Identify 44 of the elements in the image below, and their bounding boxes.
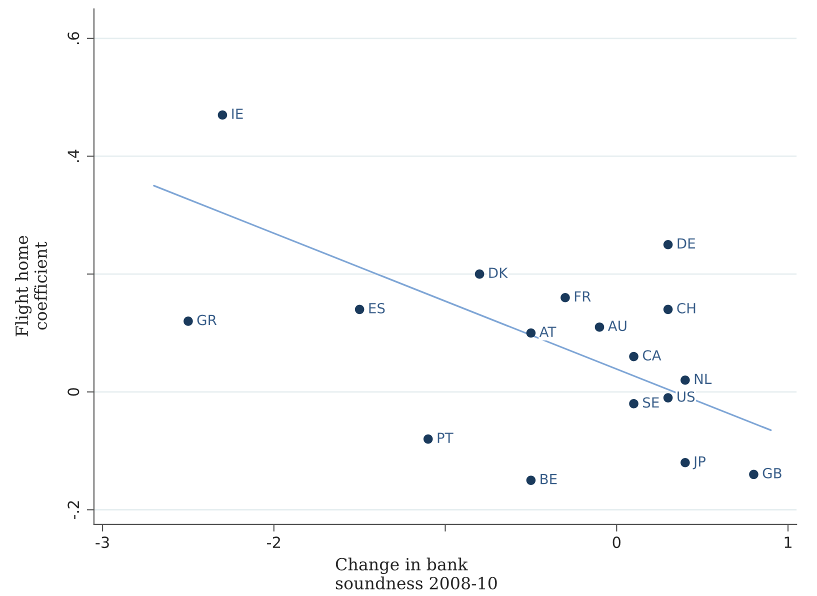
point [629, 399, 638, 408]
point [560, 292, 570, 302]
y-tick-label: .4 [68, 150, 79, 162]
annotation: CH [677, 302, 696, 314]
point [680, 375, 690, 385]
y-tick-label: .6 [68, 32, 80, 44]
point [526, 476, 536, 485]
annotation: US [678, 391, 695, 402]
annotation: GR [197, 314, 217, 326]
point [184, 316, 193, 326]
annotation: AU [608, 320, 626, 332]
y-axis-title: Flight home coefficient [15, 236, 47, 336]
x-tick-label: -2 [267, 536, 280, 548]
annotation: NL [694, 374, 712, 384]
annotation: SE [643, 397, 659, 408]
x-tick-label: 1 [784, 536, 792, 548]
annotation: FR [574, 291, 591, 302]
x-tick-label: -3 [96, 536, 109, 548]
x-axis-title: Change in bank soundness 2008-10 [336, 558, 497, 590]
x-tick-label: 0 [612, 536, 620, 548]
point [749, 470, 758, 480]
annotation: JP [692, 456, 706, 470]
point [663, 393, 673, 402]
y-tick-label: 0 [68, 388, 80, 396]
annotation: DE [678, 238, 695, 248]
point [663, 304, 673, 314]
annotation: IE [232, 108, 243, 119]
annotation: ES [369, 302, 385, 314]
point [474, 269, 484, 279]
annotation: CA [642, 350, 662, 361]
point [680, 458, 690, 468]
point [354, 304, 364, 314]
point [218, 110, 228, 120]
annotation: GB [762, 468, 782, 478]
y-tick-label: -.2 [68, 501, 79, 520]
point [594, 322, 604, 332]
point [663, 240, 673, 250]
annotation: BE [540, 474, 557, 484]
point [526, 328, 536, 338]
annotation: PT [438, 432, 454, 443]
annotation: DK [489, 268, 508, 278]
point [629, 352, 638, 362]
point [423, 434, 433, 444]
annotation: AT [539, 326, 556, 337]
